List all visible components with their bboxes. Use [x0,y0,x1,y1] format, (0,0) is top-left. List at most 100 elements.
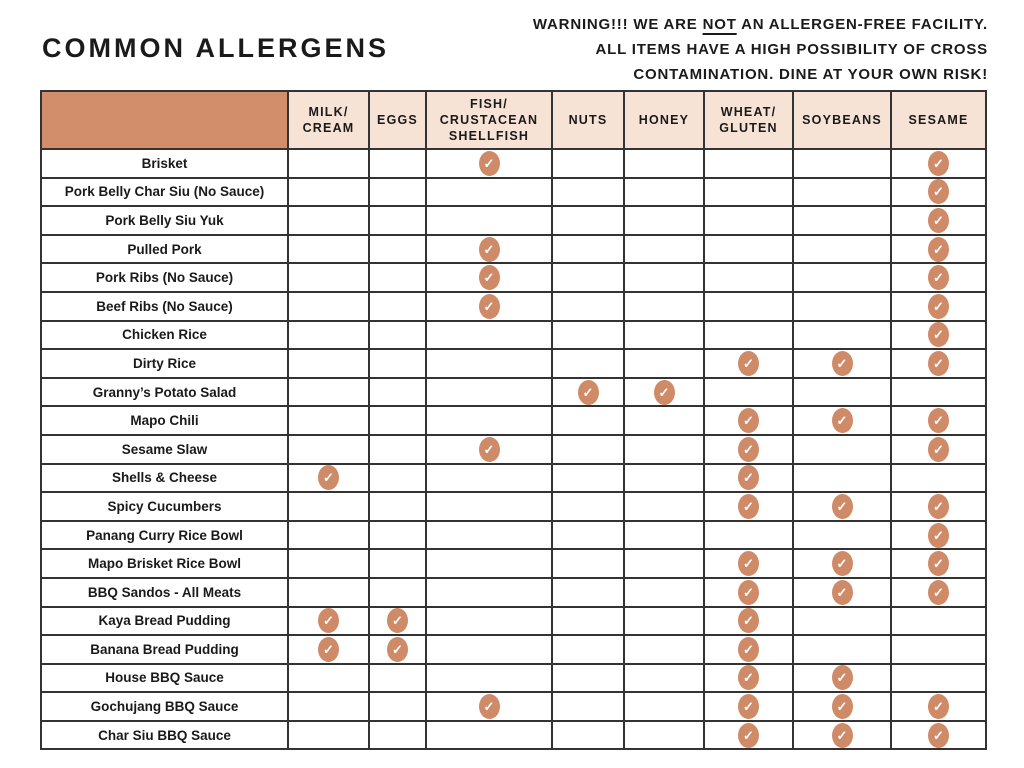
row-label: Mapo Brisket Rice Bowl [40,548,289,579]
check-icon: ✓ [831,694,853,720]
allergen-cell-nuts [551,519,625,551]
allergen-cell-fish-crustacean-shellfish [425,662,553,694]
allergen-cell-sesame: ✓ [890,262,987,293]
allergen-cell-eggs [368,576,427,608]
check-icon: ✓ [928,179,949,205]
allergen-cell-soybeans: ✓ [792,719,892,751]
check-icon: ✓ [831,350,853,376]
allergen-cell-fish-crustacean-shellfish [425,376,553,408]
check-icon: ✓ [738,551,759,577]
check-icon: ✓ [478,436,500,462]
warning-line-3: CONTAMINATION. DINE AT YOUR OWN RISK! [633,66,988,83]
table-row: Beef Ribs (No Sauce) ✓ ✓ [40,290,987,322]
allergen-cell-fish-crustacean-shellfish [425,634,553,665]
row-label: House BBQ Sauce [40,662,289,694]
allergen-cell-nuts [551,433,625,465]
allergen-cell-eggs [368,691,427,722]
allergen-cell-eggs: ✓ [368,634,427,665]
allergen-cell-sesame: ✓ [890,319,987,351]
allergen-cell-wheat-gluten [703,176,794,208]
column-header-line: SESAME [908,112,969,127]
allergen-cell-milk-cream [287,290,370,322]
allergen-cell-fish-crustacean-shellfish [425,205,553,236]
allergen-cell-milk-cream: ✓ [287,462,370,494]
check-icon: ✓ [928,150,949,176]
allergen-cell-fish-crustacean-shellfish [425,519,553,551]
allergen-cell-fish-crustacean-shellfish [425,405,553,436]
allergen-cell-fish-crustacean-shellfish [425,576,553,608]
allergen-cell-milk-cream [287,433,370,465]
allergen-cell-nuts [551,148,625,179]
allergen-cell-wheat-gluten [703,233,794,265]
check-icon: ✓ [831,579,853,605]
allergen-cell-fish-crustacean-shellfish: ✓ [425,148,553,179]
row-label: Granny’s Potato Salad [40,376,289,408]
table-row: Chicken Rice ✓ [40,319,987,351]
allergen-cell-milk-cream: ✓ [287,634,370,665]
warning-not-emphasis: NOT [702,16,737,33]
table-row: Kaya Bread Pudding ✓ ✓ ✓ [40,605,987,637]
allergen-cell-sesame: ✓ [890,691,987,722]
allergen-cell-nuts [551,205,625,236]
allergen-cell-fish-crustacean-shellfish [425,548,553,579]
check-icon: ✓ [831,408,853,434]
allergen-cell-milk-cream [287,691,370,722]
check-icon: ✓ [318,636,339,662]
allergen-cell-soybeans [792,205,892,236]
table-row: Brisket ✓ ✓ [40,148,987,179]
column-header-line: GLUTEN [719,121,778,135]
allergen-cell-wheat-gluten: ✓ [703,634,794,665]
allergen-cell-soybeans [792,519,892,551]
column-header-line: HONEY [638,112,690,127]
check-icon: ✓ [928,408,949,434]
allergen-cell-eggs [368,462,427,494]
check-icon: ✓ [653,379,675,405]
check-icon: ✓ [738,694,759,720]
row-label: Brisket [40,148,289,179]
column-header-line: WHEAT/ [720,104,777,119]
allergen-cell-honey [623,405,705,436]
row-label: Chicken Rice [40,319,289,351]
check-icon: ✓ [831,551,853,577]
allergen-cell-eggs [368,376,427,408]
table-row: Pork Belly Siu Yuk ✓ [40,205,987,236]
allergen-cell-honey [623,290,705,322]
column-header-nuts: NUTS [551,90,625,150]
allergen-cell-wheat-gluten: ✓ [703,662,794,694]
allergen-cell-milk-cream [287,405,370,436]
allergen-cell-honey [623,719,705,751]
allergen-cell-milk-cream [287,576,370,608]
row-label: Pulled Pork [40,233,289,265]
allergen-cell-sesame [890,634,987,665]
allergen-cell-eggs [368,662,427,694]
allergen-cell-eggs [368,233,427,265]
check-icon: ✓ [928,236,949,262]
allergen-cell-soybeans [792,233,892,265]
column-header-line: SOYBEANS [802,112,882,127]
warning-text: WARNING!!! WE ARE NOT AN ALLERGEN-FREE F… [533,12,988,87]
check-icon: ✓ [387,636,408,662]
allergen-cell-eggs [368,491,427,522]
allergen-cell-eggs [368,405,427,436]
allergen-cell-fish-crustacean-shellfish: ✓ [425,290,553,322]
allergen-cell-nuts [551,634,625,665]
check-icon: ✓ [478,150,500,176]
allergen-cell-eggs [368,433,427,465]
allergen-cell-wheat-gluten: ✓ [703,719,794,751]
allergen-cell-sesame: ✓ [890,405,987,436]
check-icon: ✓ [738,579,759,605]
check-icon: ✓ [928,265,949,291]
row-label: Gochujang BBQ Sauce [40,691,289,722]
table-row: Pork Ribs (No Sauce) ✓ ✓ [40,262,987,293]
allergen-cell-nuts [551,662,625,694]
table-row: Granny’s Potato Salad ✓ ✓ [40,376,987,408]
allergen-cell-fish-crustacean-shellfish [425,319,553,351]
page-title: COMMON ALLERGENS [42,33,389,63]
check-icon: ✓ [928,493,949,519]
allergen-cell-eggs: ✓ [368,605,427,637]
allergen-cell-soybeans [792,148,892,179]
row-label: Pork Belly Char Siu (No Sauce) [40,176,289,208]
allergen-cell-wheat-gluten: ✓ [703,691,794,722]
allergen-cell-honey [623,662,705,694]
column-header-wheat-gluten: WHEAT/GLUTEN [703,90,794,150]
